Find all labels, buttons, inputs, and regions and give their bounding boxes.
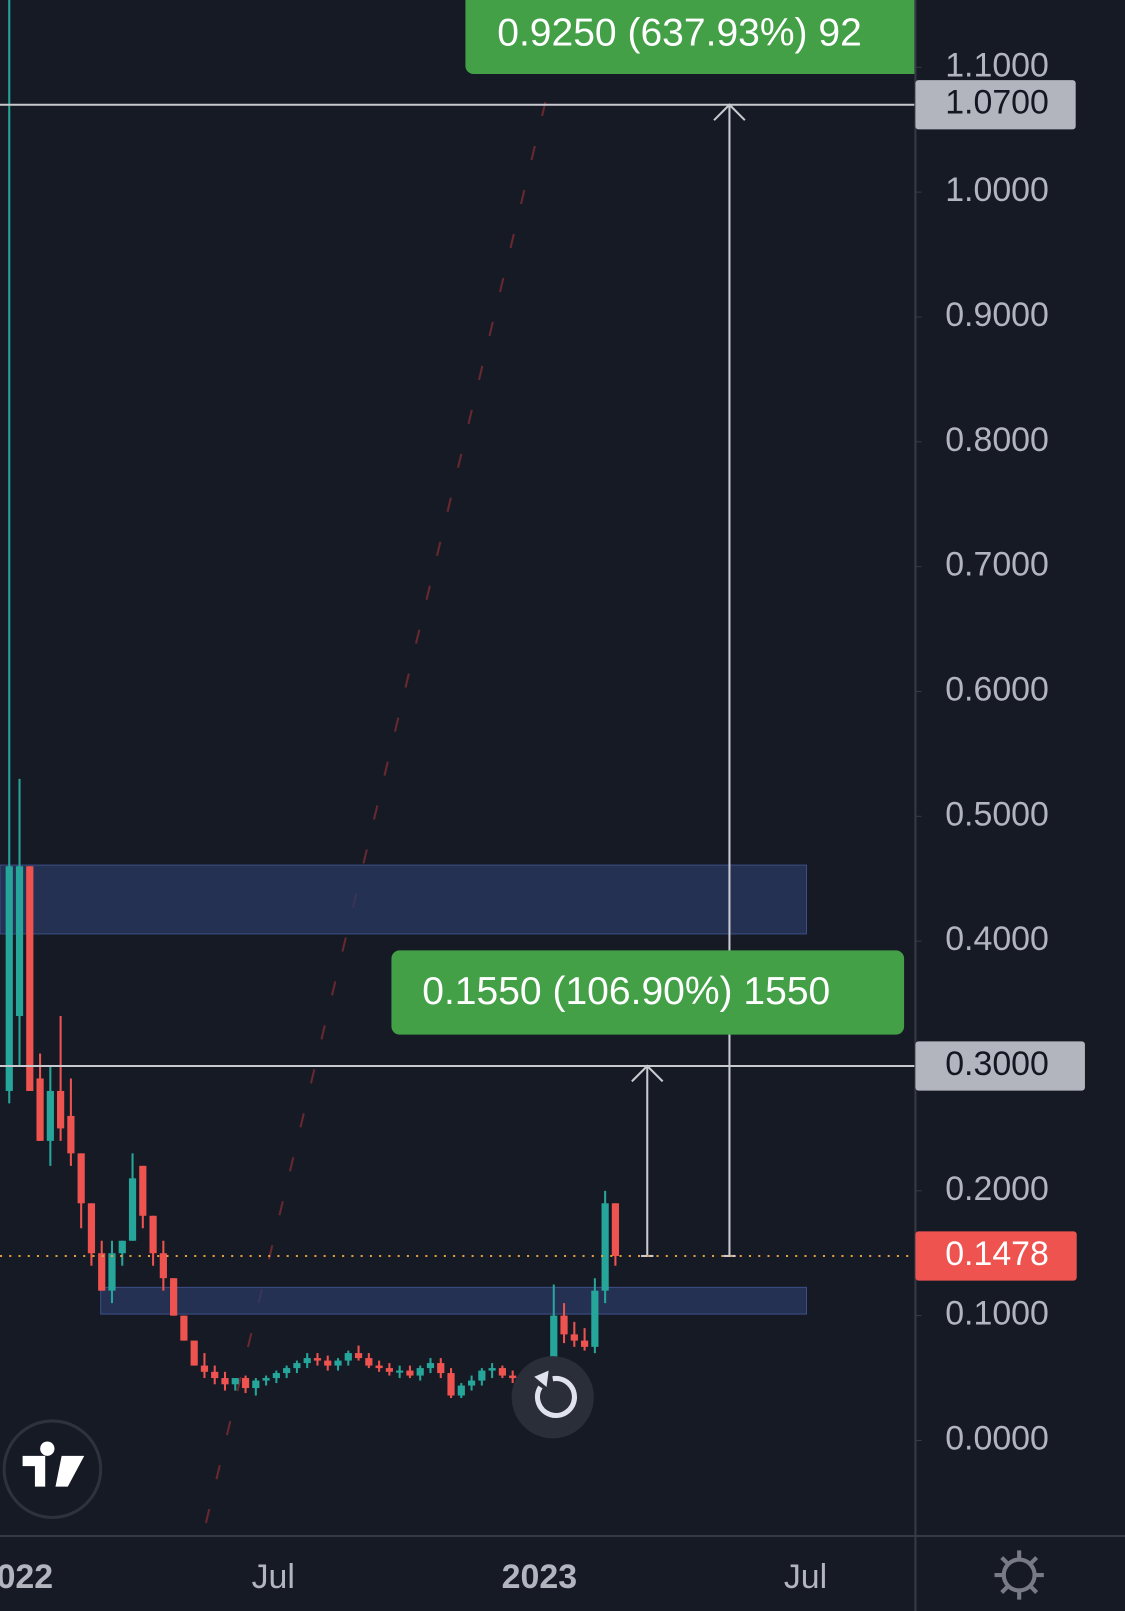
- candle-body: [467, 1380, 476, 1386]
- candle-body: [170, 1278, 178, 1316]
- measure-label: 0.1550 (106.90%) 1550: [422, 970, 830, 1013]
- reset-button[interactable]: [511, 1356, 594, 1439]
- candle-body: [231, 1378, 239, 1385]
- candle-body: [252, 1380, 260, 1389]
- candle-body: [580, 1340, 589, 1347]
- candle-body: [385, 1368, 393, 1372]
- candle-body: [365, 1358, 373, 1366]
- candle-body: [396, 1370, 404, 1373]
- candle-body: [437, 1363, 445, 1374]
- candle-body: [57, 1090, 65, 1129]
- x-tick-label: 2022: [0, 1558, 53, 1596]
- candle-body: [262, 1378, 270, 1381]
- arrow-head: [713, 103, 746, 121]
- measure-label-box: [391, 950, 905, 1035]
- y-tick-label: 0.0000: [945, 1419, 1049, 1457]
- candle-body: [118, 1240, 126, 1254]
- candle-body: [488, 1368, 496, 1371]
- candle-body: [313, 1358, 322, 1361]
- candle-body: [560, 1315, 568, 1335]
- x-tick-label: Jul: [784, 1558, 827, 1596]
- y-tick-label: 1.0000: [945, 171, 1049, 209]
- candle-body: [241, 1378, 250, 1389]
- candle-body: [67, 1115, 75, 1154]
- price-label-box: [915, 1041, 1085, 1091]
- candle-body: [354, 1353, 363, 1359]
- candle-body: [498, 1368, 506, 1376]
- candle-body: [334, 1360, 342, 1366]
- candle-body: [128, 1178, 137, 1241]
- candle-body: [272, 1373, 280, 1379]
- candle-body: [426, 1363, 435, 1369]
- candle-body: [108, 1253, 116, 1291]
- candle-body: [293, 1363, 301, 1369]
- candle-body: [570, 1334, 578, 1341]
- arrow-head: [631, 1064, 664, 1083]
- price-axis: 0.0000 0.1000 0.2000 0.3000 0.4000 0.5000 0.60…: [915, 46, 1085, 1457]
- price-label-box: [915, 80, 1076, 130]
- price-label: 0.3000: [945, 1045, 1049, 1083]
- candle-body: [375, 1365, 383, 1369]
- logo: [2, 1419, 103, 1520]
- zone-box: [0, 864, 808, 935]
- candle-body: [478, 1370, 486, 1381]
- candle-body: [283, 1368, 291, 1374]
- x-tick-label: Jul: [252, 1558, 295, 1596]
- candle-body: [344, 1353, 352, 1361]
- candle-body: [190, 1340, 198, 1366]
- y-tick-label: 1.1000: [945, 46, 1049, 84]
- price-label: 0.1478: [945, 1235, 1049, 1273]
- candle-body: [46, 1090, 54, 1141]
- candle-body: [15, 866, 24, 1017]
- candle-body: [601, 1203, 609, 1291]
- candle-body: [5, 866, 13, 1091]
- y-tick-label: 0.8000: [945, 421, 1049, 459]
- candle-body: [149, 1215, 157, 1254]
- plot-area: [0, 0, 808, 1536]
- candle-body: [550, 1315, 558, 1366]
- y-tick-label: 0.2000: [945, 1170, 1049, 1208]
- candle-body: [509, 1375, 517, 1379]
- y-tick-label: 0.9000: [945, 296, 1049, 334]
- y-tick-label: 0.4000: [945, 920, 1049, 958]
- candle-body: [406, 1370, 414, 1376]
- candle-body: [200, 1365, 209, 1372]
- candle-body: [221, 1378, 229, 1385]
- price-label: 1.0700: [945, 84, 1049, 122]
- price-label-box: [915, 1231, 1077, 1281]
- candle-body: [303, 1358, 311, 1364]
- candle-body: [26, 866, 34, 1091]
- candle-body: [159, 1253, 167, 1279]
- candle-body: [447, 1373, 455, 1396]
- candle-body: [211, 1371, 219, 1379]
- candle-body: [180, 1315, 188, 1341]
- overlay: 0.9250 (637.93%) 92 0.1550 (106.90%) 1550: [0, 0, 915, 1258]
- x-tick-label: 2023: [502, 1558, 577, 1596]
- candle-body: [324, 1360, 332, 1366]
- candle-body: [36, 1078, 44, 1141]
- y-tick-label: 0.6000: [945, 670, 1049, 708]
- candle-body: [87, 1203, 96, 1254]
- candle-body: [139, 1165, 147, 1216]
- candle-body: [77, 1153, 85, 1204]
- candle-body: [611, 1203, 620, 1256]
- candle-body: [591, 1290, 599, 1347]
- y-tick-label: 0.5000: [945, 795, 1049, 833]
- candle-body: [457, 1385, 465, 1396]
- zone-box: [100, 1286, 808, 1315]
- candle-body: [98, 1253, 106, 1291]
- measure-label-box: [465, 0, 915, 74]
- candle-body: [416, 1368, 424, 1376]
- y-tick-label: 0.7000: [945, 546, 1049, 584]
- settings-button[interactable]: [994, 1550, 1044, 1600]
- y-tick-label: 0.1000: [945, 1295, 1049, 1333]
- measure-label: 0.9250 (637.93%) 92: [497, 11, 862, 54]
